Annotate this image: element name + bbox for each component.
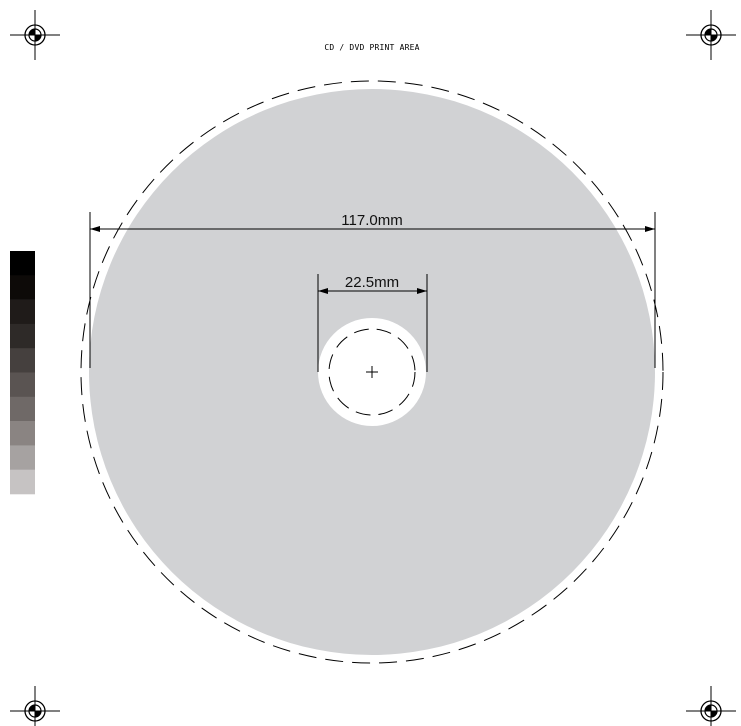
page-title: CD / DVD PRINT AREA [324,43,419,52]
grayscale-step [10,299,35,325]
registration-mark-top-left-icon [10,10,60,60]
grayscale-step [10,275,35,300]
grayscale-step [10,251,35,276]
inner-diameter-label: 22.5mm [345,274,399,291]
outer-bleed-dashed-circle [80,80,664,664]
grayscale-step [10,348,35,373]
grayscale-step-strip [10,251,35,495]
registration-mark-bottom-right-icon [686,686,736,726]
inner-diameter-dimension [317,274,428,372]
grayscale-step [10,421,35,446]
grayscale-step [10,445,35,470]
grayscale-step [10,396,35,422]
grayscale-step [10,372,35,398]
grayscale-step [10,469,35,495]
registration-marks [10,10,736,726]
outer-diameter-label: 117.0mm [341,212,402,229]
registration-mark-bottom-left-icon [10,686,60,726]
inner-dashed-circle [328,328,416,416]
center-crosshair-icon [366,366,378,378]
grayscale-step [10,323,35,349]
registration-mark-top-right-icon [686,10,736,60]
outer-diameter-dimension [89,212,656,368]
